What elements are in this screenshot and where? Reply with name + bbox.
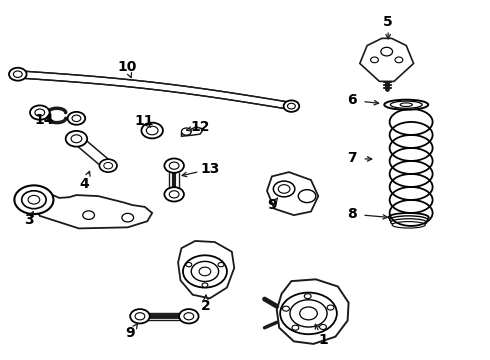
Circle shape bbox=[273, 181, 295, 197]
Text: 6: 6 bbox=[347, 93, 356, 107]
Polygon shape bbox=[267, 172, 318, 215]
Circle shape bbox=[164, 187, 184, 202]
Circle shape bbox=[135, 313, 145, 320]
Circle shape bbox=[288, 103, 295, 109]
Circle shape bbox=[22, 191, 46, 209]
Circle shape bbox=[71, 135, 82, 143]
Ellipse shape bbox=[384, 100, 428, 110]
Polygon shape bbox=[30, 192, 152, 228]
Text: 1: 1 bbox=[318, 333, 328, 347]
Circle shape bbox=[179, 309, 198, 323]
Polygon shape bbox=[181, 127, 203, 136]
Circle shape bbox=[9, 68, 26, 81]
Polygon shape bbox=[360, 39, 414, 81]
Circle shape bbox=[68, 112, 85, 125]
Circle shape bbox=[181, 128, 191, 135]
Circle shape bbox=[304, 294, 311, 299]
Polygon shape bbox=[277, 279, 348, 344]
Polygon shape bbox=[140, 313, 189, 320]
Circle shape bbox=[290, 300, 327, 327]
Ellipse shape bbox=[391, 101, 422, 108]
Circle shape bbox=[298, 190, 316, 203]
Circle shape bbox=[130, 309, 150, 323]
Circle shape bbox=[169, 191, 179, 198]
Circle shape bbox=[104, 162, 113, 169]
Circle shape bbox=[300, 307, 318, 320]
Text: 5: 5 bbox=[383, 15, 393, 29]
Circle shape bbox=[202, 283, 208, 287]
Circle shape bbox=[72, 115, 81, 122]
Text: 4: 4 bbox=[80, 177, 90, 190]
Ellipse shape bbox=[390, 216, 428, 224]
Text: 10: 10 bbox=[117, 60, 136, 74]
Circle shape bbox=[186, 262, 192, 267]
Circle shape bbox=[327, 305, 334, 310]
Circle shape bbox=[319, 324, 326, 329]
Polygon shape bbox=[72, 136, 113, 168]
Text: 11: 11 bbox=[134, 114, 153, 128]
Circle shape bbox=[14, 185, 53, 214]
Circle shape bbox=[280, 293, 337, 334]
Circle shape bbox=[66, 131, 87, 147]
Circle shape bbox=[169, 162, 179, 169]
Circle shape bbox=[122, 213, 134, 222]
Circle shape bbox=[83, 211, 95, 220]
Polygon shape bbox=[169, 173, 179, 194]
Circle shape bbox=[395, 57, 403, 63]
Circle shape bbox=[283, 306, 290, 311]
Text: 8: 8 bbox=[346, 207, 356, 221]
Circle shape bbox=[370, 57, 378, 63]
Circle shape bbox=[381, 47, 392, 56]
Text: 3: 3 bbox=[24, 213, 34, 227]
Circle shape bbox=[35, 109, 45, 116]
Ellipse shape bbox=[389, 213, 429, 222]
Circle shape bbox=[28, 195, 40, 204]
Text: 13: 13 bbox=[200, 162, 220, 176]
Ellipse shape bbox=[391, 219, 427, 226]
Text: 7: 7 bbox=[347, 152, 356, 166]
Text: 9: 9 bbox=[267, 198, 277, 212]
Circle shape bbox=[142, 123, 163, 138]
Circle shape bbox=[278, 185, 290, 193]
Polygon shape bbox=[178, 241, 234, 298]
Circle shape bbox=[30, 105, 49, 120]
Ellipse shape bbox=[392, 222, 425, 228]
Ellipse shape bbox=[400, 103, 413, 107]
Circle shape bbox=[184, 313, 194, 320]
Text: 14: 14 bbox=[35, 113, 54, 127]
Circle shape bbox=[99, 159, 117, 172]
Text: 9: 9 bbox=[125, 327, 135, 341]
Circle shape bbox=[164, 158, 184, 173]
Circle shape bbox=[147, 126, 158, 135]
Circle shape bbox=[218, 262, 224, 267]
Circle shape bbox=[292, 325, 299, 330]
Circle shape bbox=[191, 261, 219, 282]
Text: 12: 12 bbox=[190, 120, 210, 134]
Circle shape bbox=[284, 100, 299, 112]
Circle shape bbox=[13, 71, 22, 77]
Circle shape bbox=[199, 267, 211, 276]
Text: 2: 2 bbox=[201, 299, 211, 313]
Circle shape bbox=[183, 255, 227, 288]
